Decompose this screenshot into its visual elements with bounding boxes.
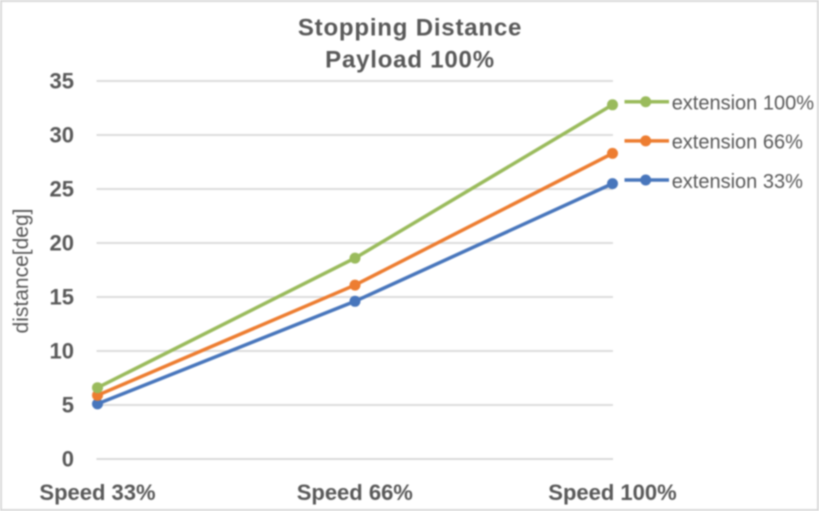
svg-text:extension 33%: extension 33% (672, 171, 803, 193)
svg-text:Speed 33%: Speed 33% (39, 480, 155, 505)
svg-text:Payload 100%: Payload 100% (325, 47, 495, 74)
svg-text:extension 100%: extension 100% (672, 93, 815, 115)
svg-text:25: 25 (50, 177, 74, 202)
svg-text:5: 5 (62, 393, 74, 418)
svg-text:Speed 100%: Speed 100% (548, 480, 676, 505)
svg-text:0: 0 (62, 447, 74, 472)
svg-text:10: 10 (50, 339, 74, 364)
svg-text:30: 30 (50, 123, 74, 148)
svg-text:distance[deg]: distance[deg] (10, 209, 33, 334)
svg-text:20: 20 (50, 231, 74, 256)
svg-text:Speed 66%: Speed 66% (297, 480, 413, 505)
svg-text:35: 35 (50, 69, 74, 94)
svg-text:15: 15 (50, 285, 74, 310)
svg-text:Stopping Distance: Stopping Distance (298, 14, 522, 41)
svg-text:extension 66%: extension 66% (672, 132, 803, 154)
